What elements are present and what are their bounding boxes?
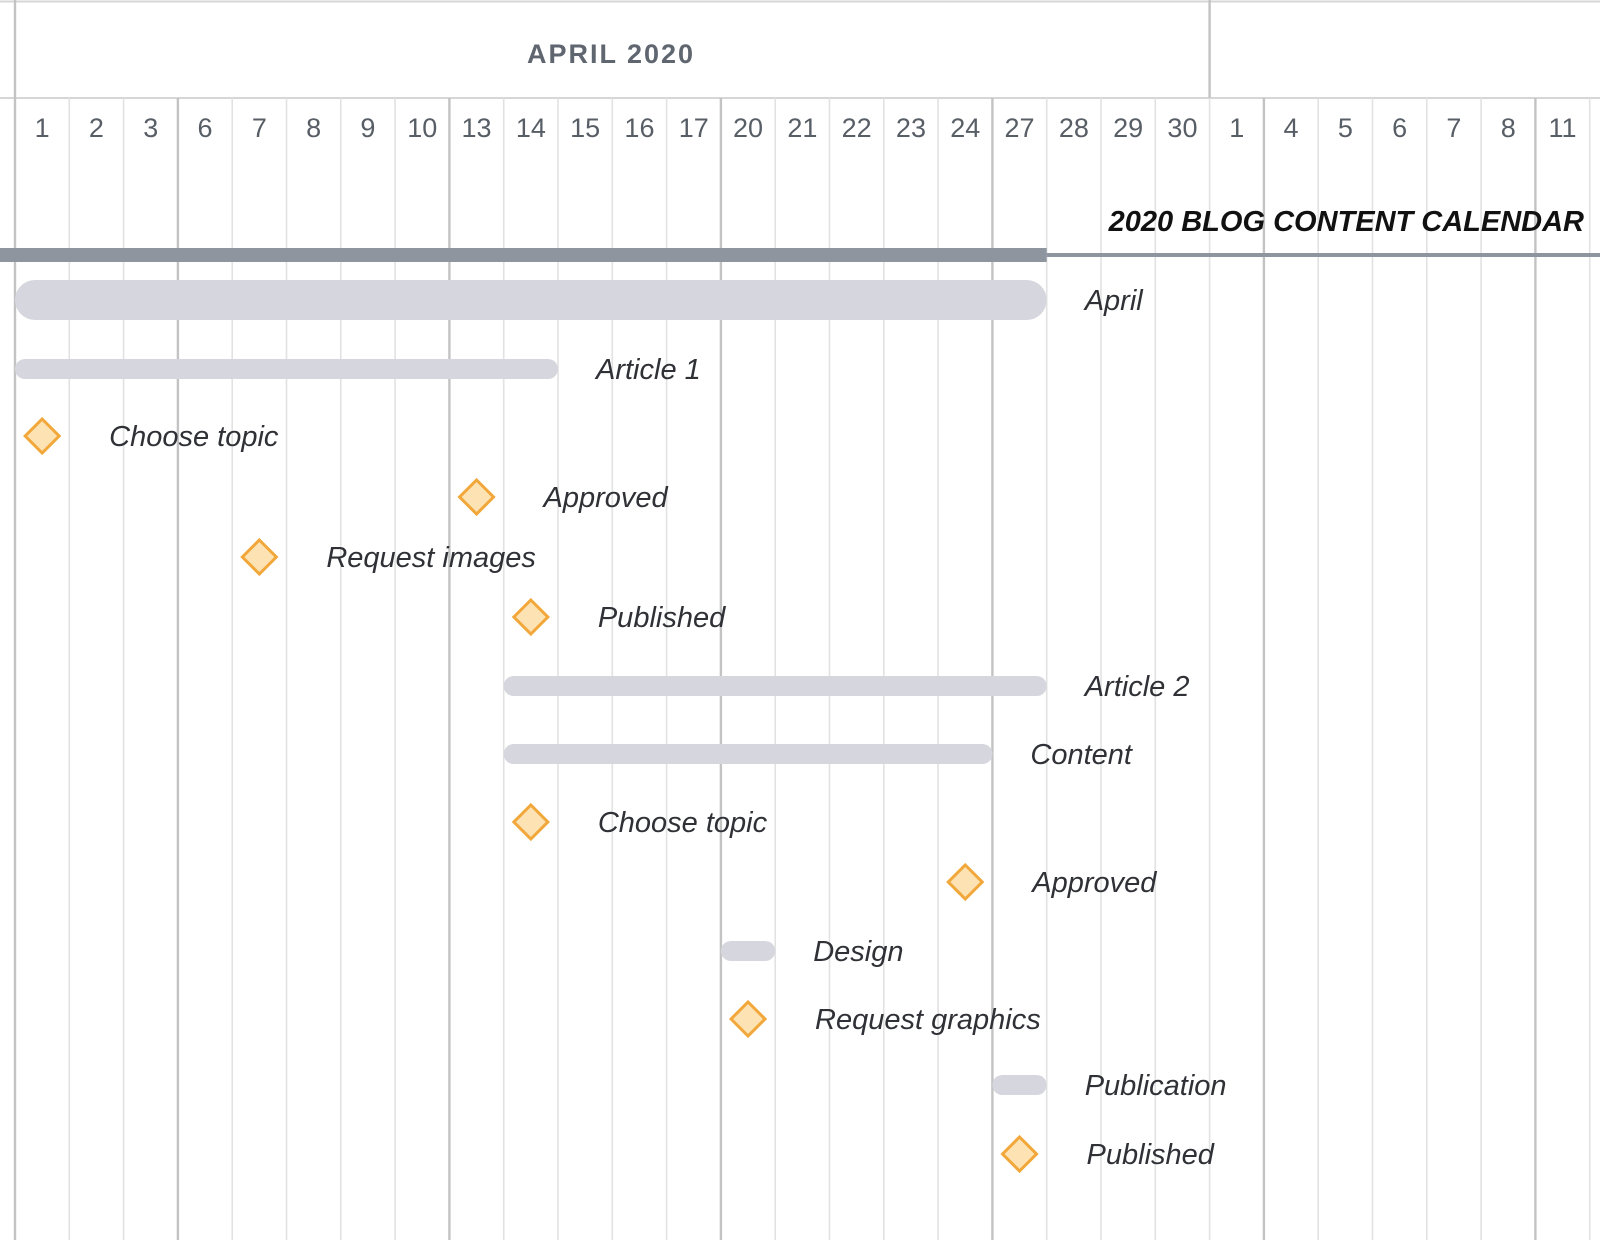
day-tick-label: 21 xyxy=(787,113,817,143)
milestone-marker[interactable] xyxy=(457,477,496,517)
timeline-header: APRIL 2020 xyxy=(527,39,695,69)
milestone-marker[interactable] xyxy=(240,537,279,577)
day-tick-label: 7 xyxy=(1446,113,1461,143)
day-tick-label: 11 xyxy=(1549,113,1577,143)
task-bar[interactable] xyxy=(503,676,1047,696)
day-tick-label: 23 xyxy=(896,113,926,143)
day-tick-label: 17 xyxy=(679,113,709,143)
day-tick-label: 27 xyxy=(1005,113,1035,143)
task-label: Article 2 xyxy=(1083,671,1190,703)
task-label: Choose topic xyxy=(598,807,768,839)
task-label: Published xyxy=(598,602,726,634)
task-label: Publication xyxy=(1085,1070,1227,1102)
day-tick-label: 3 xyxy=(143,113,158,143)
day-tick-label: 9 xyxy=(360,113,375,143)
day-tick-label: 22 xyxy=(842,113,872,143)
summary-bar xyxy=(0,248,1047,262)
day-tick-label: 4 xyxy=(1284,113,1299,143)
task-label: Content xyxy=(1030,739,1134,771)
task-label: Choose topic xyxy=(109,421,279,453)
task-label: Article 1 xyxy=(594,354,701,386)
task-bar[interactable] xyxy=(15,359,558,379)
day-tick-label: 13 xyxy=(462,113,492,143)
day-tick-label: 10 xyxy=(407,113,437,143)
day-tick-label: 28 xyxy=(1059,113,1089,143)
task-label: Design xyxy=(813,936,903,968)
day-tick-label: 1 xyxy=(35,113,50,143)
day-tick-label: 1 xyxy=(1229,113,1244,143)
day-tick-label: 8 xyxy=(1501,113,1516,143)
day-tick-label: 30 xyxy=(1167,113,1197,143)
day-tick-label: 2 xyxy=(89,113,104,143)
day-tick-label: 7 xyxy=(252,113,267,143)
task-bar[interactable] xyxy=(720,941,776,961)
task-label: April xyxy=(1083,285,1145,317)
summary-layer xyxy=(0,248,1600,262)
milestone-marker[interactable] xyxy=(511,802,550,842)
task-label: Published xyxy=(1087,1139,1215,1171)
month-header-label: APRIL 2020 xyxy=(527,39,695,69)
chart-title: 2020 BLOG CONTENT CALENDAR xyxy=(1108,206,1584,238)
day-tick-label: 20 xyxy=(733,113,763,143)
day-tick-label: 5 xyxy=(1338,113,1353,143)
task-bar[interactable] xyxy=(992,1075,1047,1095)
day-tick-label: 14 xyxy=(516,113,546,143)
day-tick-label: 24 xyxy=(950,113,980,143)
milestone-marker[interactable] xyxy=(23,416,62,456)
task-label: Approved xyxy=(542,482,669,514)
milestone-marker[interactable] xyxy=(728,999,768,1039)
day-tick-label: 6 xyxy=(1392,113,1407,143)
task-label: Approved xyxy=(1030,867,1157,899)
group-bar[interactable] xyxy=(15,280,1047,320)
milestone-marker[interactable] xyxy=(946,862,985,902)
task-label: Request images xyxy=(326,542,536,574)
day-tick-label: 8 xyxy=(306,113,321,143)
day-tick-label: 15 xyxy=(570,113,600,143)
milestone-marker[interactable] xyxy=(511,597,550,637)
task-bar[interactable] xyxy=(503,744,993,764)
task-label: Request graphics xyxy=(815,1004,1041,1036)
day-tick-label: 29 xyxy=(1113,113,1143,143)
day-tick-label: 16 xyxy=(624,113,654,143)
day-tick-label: 6 xyxy=(198,113,213,143)
milestone-marker[interactable] xyxy=(1000,1134,1039,1174)
